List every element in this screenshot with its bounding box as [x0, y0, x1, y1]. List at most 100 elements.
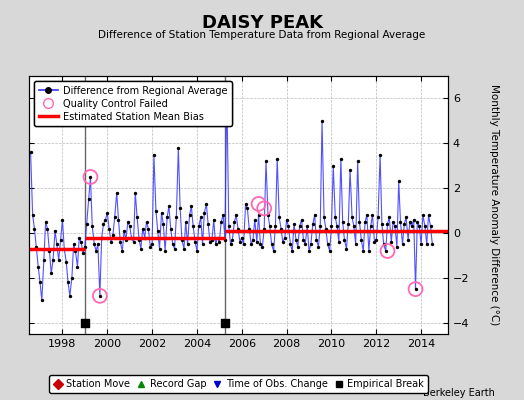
Point: [355, 219, 364, 225]
Point: [144, 225, 152, 232]
Point: [307, 241, 315, 248]
Point: [392, 243, 401, 250]
Point: [383, 248, 391, 254]
Point: [309, 221, 317, 227]
Text: Berkeley Earth: Berkeley Earth: [423, 388, 495, 398]
Point: [318, 118, 326, 124]
Point: [81, 320, 89, 326]
Point: [250, 216, 259, 223]
Point: [113, 190, 121, 196]
Point: [303, 223, 311, 230]
Point: [422, 241, 431, 248]
Point: [279, 239, 287, 245]
Y-axis label: Monthly Temperature Anomaly Difference (°C): Monthly Temperature Anomaly Difference (…: [489, 84, 499, 326]
Point: [81, 243, 89, 250]
Point: [116, 239, 125, 245]
Point: [387, 239, 396, 245]
Point: [97, 234, 106, 241]
Point: [305, 248, 313, 254]
Point: [301, 241, 309, 248]
Point: [86, 174, 95, 180]
Point: [84, 196, 93, 202]
Point: [410, 216, 418, 223]
Point: [196, 214, 205, 220]
Point: [260, 205, 268, 212]
Point: [237, 234, 246, 241]
Point: [348, 214, 356, 220]
Point: [183, 241, 192, 248]
Point: [427, 223, 435, 230]
Point: [389, 219, 397, 225]
Point: [406, 219, 414, 225]
Point: [277, 225, 285, 232]
Point: [314, 243, 323, 250]
Point: [322, 225, 330, 232]
Point: [282, 216, 291, 223]
Point: [331, 214, 340, 220]
Point: [226, 241, 235, 248]
Point: [328, 223, 336, 230]
Point: [167, 225, 175, 232]
Point: [292, 236, 300, 243]
Point: [370, 239, 379, 245]
Point: [381, 248, 390, 254]
Point: [243, 205, 252, 212]
Legend: Station Move, Record Gap, Time of Obs. Change, Empirical Break: Station Move, Record Gap, Time of Obs. C…: [49, 375, 428, 393]
Point: [49, 257, 57, 263]
Point: [298, 216, 306, 223]
Point: [299, 236, 308, 243]
Point: [43, 225, 52, 232]
Point: [236, 239, 244, 245]
Point: [135, 236, 143, 243]
Point: [169, 241, 177, 248]
Point: [273, 156, 281, 162]
Point: [232, 212, 241, 218]
Point: [170, 246, 179, 252]
Point: [208, 236, 216, 243]
Point: [148, 241, 156, 248]
Point: [419, 212, 427, 218]
Point: [400, 221, 409, 227]
Point: [88, 223, 96, 230]
Point: [193, 248, 201, 254]
Point: [26, 149, 35, 156]
Point: [96, 293, 104, 299]
Point: [421, 223, 429, 230]
Point: [47, 270, 56, 277]
Point: [325, 248, 334, 254]
Point: [34, 264, 42, 270]
Point: [120, 228, 128, 234]
Point: [290, 221, 298, 227]
Point: [99, 221, 107, 227]
Point: [249, 236, 257, 243]
Point: [402, 214, 410, 220]
Point: [415, 223, 423, 230]
Point: [374, 214, 383, 220]
Point: [230, 219, 238, 225]
Point: [210, 216, 218, 223]
Point: [159, 221, 168, 227]
Point: [165, 203, 173, 209]
Point: [60, 246, 69, 252]
Point: [417, 241, 425, 248]
Point: [320, 214, 328, 220]
Point: [310, 212, 319, 218]
Point: [312, 236, 321, 243]
Point: [75, 234, 83, 241]
Point: [178, 236, 186, 243]
Point: [391, 223, 399, 230]
Point: [133, 214, 141, 220]
Point: [333, 223, 341, 230]
Point: [124, 219, 132, 225]
Point: [264, 212, 272, 218]
Point: [62, 259, 70, 266]
Point: [361, 219, 369, 225]
Point: [187, 203, 195, 209]
Point: [131, 190, 139, 196]
Point: [146, 243, 155, 250]
Point: [68, 275, 76, 281]
Point: [92, 248, 100, 254]
Point: [366, 223, 375, 230]
Point: [344, 221, 353, 227]
Point: [94, 241, 102, 248]
